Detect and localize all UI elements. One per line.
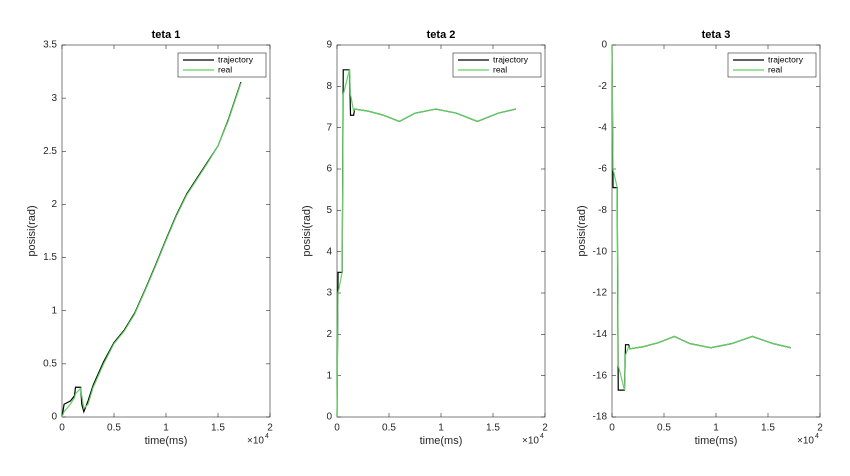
legend-label: real <box>218 64 232 74</box>
y-tick-label: 2 <box>51 199 57 210</box>
x-scale-exponent: 4 <box>815 433 819 440</box>
x-tick-label: 0.5 <box>107 423 121 434</box>
y-tick-label: 2.5 <box>43 146 57 157</box>
x-tick-label: 2 <box>267 423 273 434</box>
chart-title: teta 2 <box>427 29 456 41</box>
y-tick-label: 9 <box>326 40 332 51</box>
y-tick-label: 4 <box>326 246 332 257</box>
legend-label: trajectory <box>768 54 804 64</box>
legend-label: real <box>768 64 782 74</box>
x-axis-label: time(ms) <box>420 435 463 447</box>
x-tick-label: 1.5 <box>211 423 225 434</box>
series-line <box>61 83 242 418</box>
y-tick-label: 3 <box>326 288 332 299</box>
y-tick-label: 0.5 <box>43 358 57 369</box>
x-tick-label: 1 <box>163 423 169 434</box>
x-tick-label: 0 <box>59 423 65 434</box>
x-tick-label: 0 <box>334 423 340 434</box>
y-tick-label: -4 <box>598 122 607 133</box>
legend-label: real <box>493 64 507 74</box>
legend-box <box>727 52 817 78</box>
y-tick-label: 6 <box>326 164 332 175</box>
y-tick-label: -10 <box>593 246 608 257</box>
axes-box <box>611 44 821 418</box>
legend-label: trajectory <box>493 54 529 64</box>
y-tick-label: 1 <box>326 370 332 381</box>
y-tick-label: 7 <box>326 122 332 133</box>
y-tick-label: 3 <box>51 93 57 104</box>
y-axis-label: posisi(rad) <box>301 205 313 256</box>
chart-title: teta 3 <box>702 29 731 41</box>
y-tick-label: -16 <box>593 370 608 381</box>
y-tick-label: -8 <box>598 205 607 216</box>
y-tick-label: 1 <box>51 305 57 316</box>
y-tick-label: 3.5 <box>43 40 57 51</box>
x-scale-label: ×10 <box>522 436 539 447</box>
y-tick-label: 8 <box>326 81 332 92</box>
x-scale-label: ×10 <box>797 436 814 447</box>
x-tick-label: 2 <box>542 423 548 434</box>
legend-box <box>452 52 542 78</box>
y-tick-label: -14 <box>593 329 608 340</box>
x-axis-label: time(ms) <box>695 435 738 447</box>
series-line <box>336 69 517 418</box>
y-tick-label: 5 <box>326 205 332 216</box>
y-tick-label: 0 <box>51 412 57 423</box>
y-tick-label: -2 <box>598 81 607 92</box>
x-tick-label: 2 <box>817 423 823 434</box>
x-scale-exponent: 4 <box>540 433 544 440</box>
y-tick-label: 0 <box>601 40 607 51</box>
y-tick-label: -18 <box>593 412 608 423</box>
y-tick-label: -6 <box>598 164 607 175</box>
y-tick-label: 2 <box>326 329 332 340</box>
axes-box <box>61 44 271 418</box>
axes-box <box>336 44 546 418</box>
y-tick-label: -12 <box>593 288 608 299</box>
x-tick-label: 1.5 <box>486 423 500 434</box>
x-scale-label: ×10 <box>247 436 264 447</box>
y-tick-label: 0 <box>326 412 332 423</box>
x-scale-exponent: 4 <box>265 433 269 440</box>
series-line <box>611 44 792 391</box>
x-tick-label: 0.5 <box>657 423 671 434</box>
legend-box <box>177 52 267 78</box>
legend-label: trajectory <box>218 54 254 64</box>
x-tick-label: 1 <box>438 423 444 434</box>
x-axis-label: time(ms) <box>145 435 188 447</box>
y-axis-label: posisi(rad) <box>26 205 38 256</box>
x-tick-label: 0.5 <box>382 423 396 434</box>
x-tick-label: 1 <box>713 423 719 434</box>
x-tick-label: 1.5 <box>761 423 775 434</box>
y-axis-label: posisi(rad) <box>576 205 588 256</box>
x-tick-label: 0 <box>609 423 615 434</box>
chart-title: teta 1 <box>152 29 181 41</box>
y-tick-label: 1.5 <box>43 252 57 263</box>
